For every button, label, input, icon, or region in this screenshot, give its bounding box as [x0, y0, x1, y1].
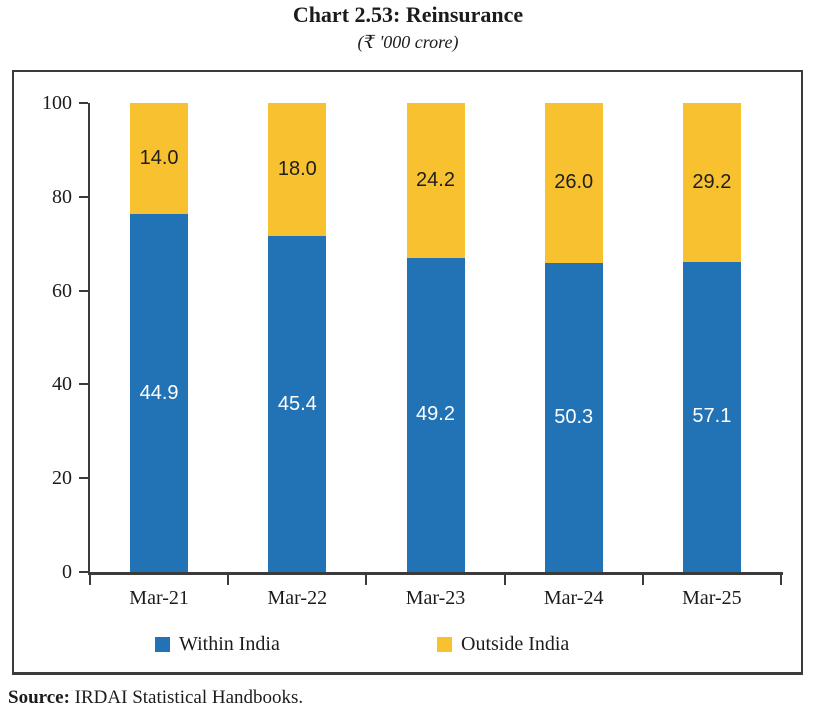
chart-frame: Within India Outside India 0 20 40 60 80 100 1…: [12, 70, 803, 675]
y-axis-tick-label: 80: [52, 185, 72, 208]
y-axis-tick: [79, 289, 88, 292]
plot-area: Within India Outside India 0 20 40 60 80 100 1…: [14, 72, 801, 672]
y-axis-tick-label: 60: [52, 279, 72, 302]
y-axis-line: [88, 103, 90, 574]
legend-label-outside-india: Outside India: [461, 632, 570, 655]
x-axis-category-label: Mar-24: [543, 587, 604, 609]
x-axis-tick: [89, 572, 91, 585]
x-axis-category-label: Mar-25: [682, 587, 742, 609]
bar-value-label: 50.3: [554, 405, 594, 428]
bar-segment-within-india: 44.9: [130, 214, 189, 572]
x-axis-tick: [641, 572, 644, 585]
bar-segment-outside-india: 29.2: [682, 103, 741, 262]
bar-value-label: 44.9: [139, 381, 179, 404]
bar-value-label: 57.1: [692, 405, 732, 428]
x-axis-tick: [365, 572, 368, 585]
y-axis-tick-label: 100: [42, 92, 72, 114]
bar-value-label: 18.0: [277, 158, 317, 181]
bar-segment-within-india: 57.1: [682, 261, 741, 572]
bar-value-label: 24.2: [416, 168, 455, 191]
bar-value-label: 14.0: [139, 147, 179, 170]
chart-subtitle: (₹ '000 crore): [357, 32, 459, 52]
chart-title: Chart 2.53: Reinsurance: [292, 2, 524, 27]
bar-value-label: 29.2: [692, 170, 732, 193]
source-label: Source:: [8, 687, 70, 708]
y-axis-tick: [79, 102, 88, 104]
x-axis-line: [88, 572, 783, 575]
y-axis-tick: [79, 571, 88, 573]
legend-item-outside-india: Outside India: [437, 632, 570, 655]
x-axis-tick: [780, 572, 782, 585]
y-axis-tick: [79, 195, 88, 198]
bar-segment-within-india: 45.4: [268, 236, 327, 572]
y-axis-tick-label: 40: [52, 373, 72, 396]
bar-value-label: 26.0: [554, 171, 594, 194]
bar-segment-within-india: 50.3: [544, 262, 603, 572]
bar-value-label: 45.4: [277, 392, 317, 415]
bar-segment-within-india: 49.2: [406, 257, 465, 572]
legend-swatch-within-india-icon: [155, 636, 170, 652]
bar-segment-outside-india: 14.0: [130, 103, 189, 215]
x-axis-tick: [227, 572, 230, 585]
source-note: Source: IRDAI Statistical Handbooks.: [8, 687, 303, 709]
y-axis-tick: [79, 383, 88, 386]
bar-segment-outside-india: 18.0: [268, 103, 327, 237]
y-axis-tick-label: 0: [62, 561, 72, 583]
legend-label-within-india: Within India: [179, 632, 280, 655]
x-axis-category-label: Mar-21: [129, 587, 189, 609]
bar-segment-outside-india: 24.2: [406, 103, 465, 258]
x-axis-category-label: Mar-23: [405, 587, 466, 609]
source-text: IRDAI Statistical Handbooks.: [69, 687, 304, 708]
y-axis-tick: [79, 477, 88, 480]
bar-value-label: 49.2: [416, 403, 455, 426]
legend-swatch-outside-india-icon: [437, 636, 452, 652]
bar-segment-outside-india: 26.0: [544, 103, 603, 263]
y-axis-tick-label: 20: [52, 467, 72, 490]
x-axis-tick: [503, 572, 506, 585]
legend-item-within-india: Within India: [155, 632, 280, 655]
x-axis-category-label: Mar-22: [267, 587, 328, 609]
